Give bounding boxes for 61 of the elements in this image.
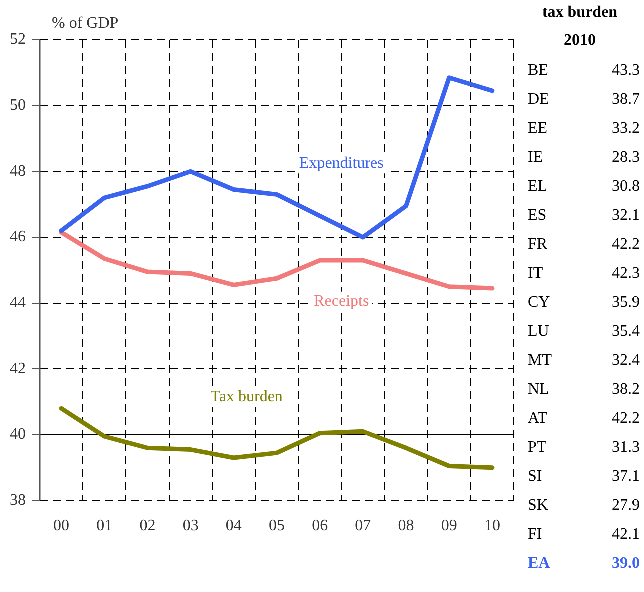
text: 39.0 — [612, 555, 640, 572]
y-tick-label: 46 — [10, 228, 26, 246]
category-label: EE — [528, 120, 548, 139]
text: 32.4 — [612, 352, 640, 369]
text: 28.3 — [612, 149, 640, 166]
text: 35.4 — [612, 323, 640, 340]
y-tick-label: 50 — [10, 97, 26, 114]
category-label: ES — [528, 207, 547, 226]
text: 2010 — [563, 32, 597, 51]
category-label: FI — [528, 526, 542, 545]
x-tick-label: 06 — [312, 518, 328, 535]
x-tick-label: 08 — [398, 518, 414, 535]
y-tick-label: 38 — [10, 492, 26, 510]
category-label: LU — [528, 323, 550, 342]
text: Tax burden — [210, 388, 283, 406]
text: 35.9 — [612, 294, 640, 311]
series-label: Receipts — [314, 293, 370, 310]
category-label: IT — [528, 265, 544, 284]
text: tax burden — [541, 4, 619, 23]
text: 33.2 — [612, 120, 640, 137]
y-tick-label: 40 — [10, 426, 26, 444]
text: 31.3 — [612, 439, 640, 456]
text: 42.2 — [612, 236, 640, 253]
text: 42.3 — [612, 265, 640, 282]
x-tick-label: 04 — [226, 518, 242, 535]
x-tick-label: 09 — [441, 518, 458, 535]
x-tick-label: 05 — [269, 518, 285, 535]
category-label: EL — [528, 178, 548, 197]
category-label: SK — [528, 497, 548, 516]
category-label: AT — [528, 410, 548, 429]
text: 43.3 — [612, 62, 640, 79]
text: 30.8 — [612, 178, 640, 195]
category-label: MT — [528, 352, 552, 371]
category-label: NL — [528, 381, 550, 400]
category-label: PT — [528, 439, 547, 458]
x-tick-label: 02 — [140, 518, 156, 535]
text: 38.7 — [612, 91, 640, 108]
text: 27.9 — [612, 497, 640, 514]
x-tick-label: 10 — [484, 518, 500, 535]
text: 38.2 — [612, 381, 640, 398]
x-tick-label: 07 — [355, 518, 372, 535]
text: 32.1 — [612, 207, 640, 224]
category-label: EA — [528, 555, 550, 574]
y-tick-label: 44 — [10, 294, 26, 312]
category-label: DE — [528, 91, 550, 110]
x-tick-label: 03 — [182, 518, 199, 535]
y-tick-label: 52 — [10, 31, 26, 48]
category-label: CY — [528, 294, 550, 313]
y-axis-title: % of GDP — [52, 15, 119, 32]
text: 42.1 — [612, 526, 640, 543]
text: 42.2 — [612, 410, 640, 427]
category-label: IE — [528, 149, 544, 168]
text: 37.1 — [612, 468, 640, 485]
category-label: BE — [528, 62, 548, 81]
x-tick-label: 01 — [96, 518, 113, 535]
y-tick-label: 42 — [10, 360, 26, 378]
y-tick-label: 48 — [10, 162, 26, 180]
category-label: FR — [528, 236, 548, 255]
x-tick-label: 00 — [54, 518, 70, 535]
series-label: Expenditures — [299, 154, 384, 172]
category-label: SI — [528, 468, 542, 487]
